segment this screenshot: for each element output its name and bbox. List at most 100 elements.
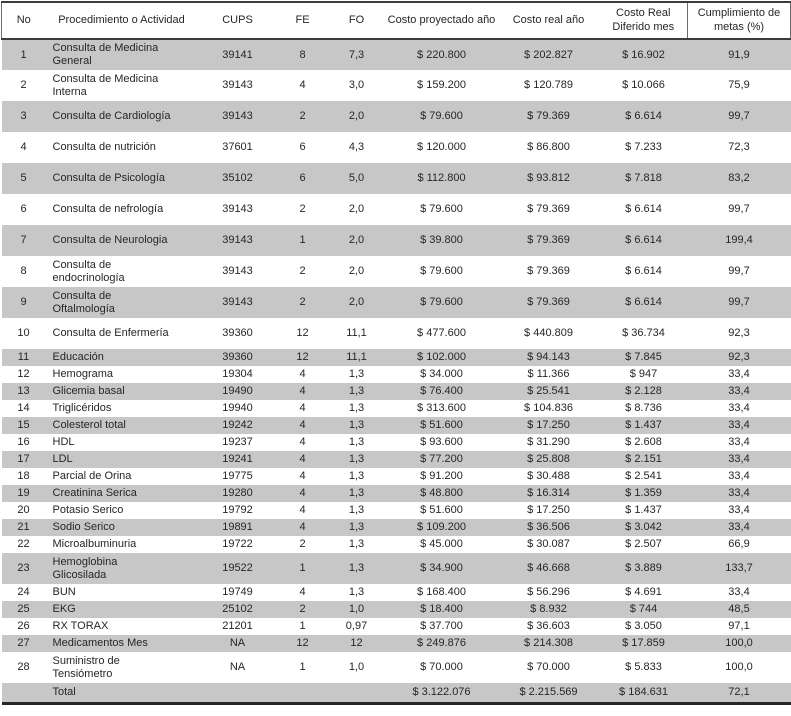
cell-costo_real: $ 70.000 [527,661,570,674]
column-header-2: CUPS [222,13,253,26]
cell-fe: 4 [299,385,306,398]
cell-costo_real: $ 120.789 [524,79,573,92]
actividad-label: Triglicéridos [52,402,112,415]
cell-actividad: Potasio Serico [46,502,198,519]
cell-cumplimiento: 66,9 [728,538,750,551]
cell-fo: 11,1 [346,351,367,364]
cell-actividad: Sodio Serico [46,519,198,536]
cell-cumplimiento: 99,7 [728,110,750,123]
table-row: 27 Medicamentos Mes NA 12 12 $ 249.876 $ 214.3… [1,635,791,652]
actividad-label: EKG [52,603,76,616]
cell-fo: 1,3 [348,385,365,398]
cell-fo: 1,0 [348,661,365,674]
cell-fo: 2,0 [348,203,365,216]
cell-cups: 19749 [222,586,253,599]
table-row: 1 Consulta de Medicina General 39141 8 7,3 $ … [1,39,791,70]
cell-cups: 19775 [222,470,253,483]
cell-costo_diferido: $ 2.128 [625,385,662,398]
cell-cumplimiento: 92,3 [728,327,750,340]
cell-cups: 39360 [222,327,253,340]
table-row: 15 Colesterol total 19242 4 1,3 $ 51.600 $ 17.… [1,417,791,434]
cell-fe: 4 [299,521,306,534]
actividad-label: Medicamentos Mes [52,637,148,650]
table-row: 22 Microalbuminuria 19722 2 1,3 $ 45.000 $ 30.… [2,536,791,553]
cell-costo_diferido: $ 947 [629,368,658,381]
cell-cups: 35102 [222,172,253,185]
cell-costo_real: $ 31.290 [527,436,570,449]
cell-fe: 4 [299,487,306,500]
cell-cumplimiento: 92,3 [728,351,750,364]
cell-fe: 12 [296,327,309,340]
cell-costo_real: $ 79.369 [527,296,570,309]
cell-costo_real: $ 86.800 [527,141,570,154]
cell-fe: 4 [299,79,306,92]
cell-costo_proyectado: $ 18.400 [420,603,463,616]
cell-fe: 4 [299,453,306,466]
cell-cumplimiento: 133,7 [725,562,753,575]
cell-cups: 39360 [222,351,253,364]
cell-costo_proyectado: $ 79.600 [420,110,463,123]
cell-actividad: Parcial de Orina [46,468,198,485]
cell-cumplimiento: 48,5 [728,603,750,616]
cell-cups: 19237 [222,436,253,449]
cell-costo_real: $ 79.369 [527,203,570,216]
cell-no: 1 [20,48,27,61]
cell-costo_real: $ 46.668 [527,562,570,575]
cell-cumplimiento: 33,4 [728,385,750,398]
cell-fo: 2,0 [348,110,365,123]
cell-cups: 39141 [222,48,253,61]
cell-costo_proyectado: $ 168.400 [417,586,466,599]
table-row: 10 Consulta de Enfermería 39360 12 11,1 $ 477… [2,318,791,349]
header-row: No Procedimiento o Actividad CUPS FE FO Costo… [1,2,791,39]
cell-fe: 8 [299,48,306,61]
cell-costo_real: $ 94.143 [527,351,570,364]
cell-no: 9 [20,296,27,309]
cell-fo: 1,3 [348,419,365,432]
actividad-label: Creatinina Serica [52,487,137,500]
cell-fe: 4 [299,402,306,415]
column-header-0: No [1,2,46,39]
cell-cumplimiento: 33,4 [728,521,750,534]
cell-no: 27 [17,637,30,650]
cell-costo_diferido: $ 5.833 [625,661,662,674]
column-header-4: FO [348,13,365,26]
cell-costo_proyectado: $ 39.800 [420,234,463,247]
column-header-5: Costo proyectado año [387,13,496,26]
cell-costo_proyectado: $ 79.600 [420,203,463,216]
cell-actividad: RX TORAX [46,618,198,635]
cell-fe: 4 [299,436,306,449]
total-cell-cumplimiento: 72,1 [728,685,750,698]
table-row: 13 Glicemia basal 19490 4 1,3 $ 76.400 $ 25.54… [1,383,791,400]
cell-cups: 39143 [222,203,253,216]
actividad-label: HDL [52,436,75,449]
cell-costo_diferido: $ 2.541 [625,470,662,483]
column-header-3: FE [295,13,310,26]
cell-fo: 1,3 [348,521,365,534]
actividad-label: Consulta de Cardiología [52,110,171,123]
cell-actividad: Consulta de Medicina General [46,39,198,70]
cell-costo_proyectado: $ 102.000 [417,351,466,364]
cell-costo_diferido: $ 8.736 [625,402,662,415]
actividad-label: Glicemia basal [52,385,125,398]
cell-costo_diferido: $ 6.614 [625,265,662,278]
cell-cumplimiento: 33,4 [728,586,750,599]
cell-costo_proyectado: $ 51.600 [420,419,463,432]
table-row: 2 Consulta de Medicina Interna 39143 4 3,0 $ … [2,70,791,101]
cell-no: 12 [17,368,30,381]
cell-fo: 1,3 [348,586,365,599]
cell-cups: 39143 [222,296,253,309]
cell-fo: 1,3 [348,538,365,551]
cell-no: 22 [17,538,30,551]
table-row: 6 Consulta de nefrología 39143 2 2,0 $ 79.600… [2,194,791,225]
cell-costo_diferido: $ 2.608 [625,436,662,449]
cell-costo_real: $ 56.296 [527,586,570,599]
cell-fo: 11,1 [346,327,367,340]
cell-actividad: Consulta de nefrología [46,194,198,225]
cell-actividad: Colesterol total [46,417,198,434]
cell-costo_proyectado: $ 93.600 [420,436,463,449]
cell-costo_proyectado: $ 79.600 [420,296,463,309]
actividad-label: Colesterol total [52,419,126,432]
cell-costo_diferido: $ 4.691 [625,586,662,599]
cell-costo_proyectado: $ 313.600 [417,402,466,415]
table-body: 1 Consulta de Medicina General 39141 8 7,3 $ … [1,39,791,703]
